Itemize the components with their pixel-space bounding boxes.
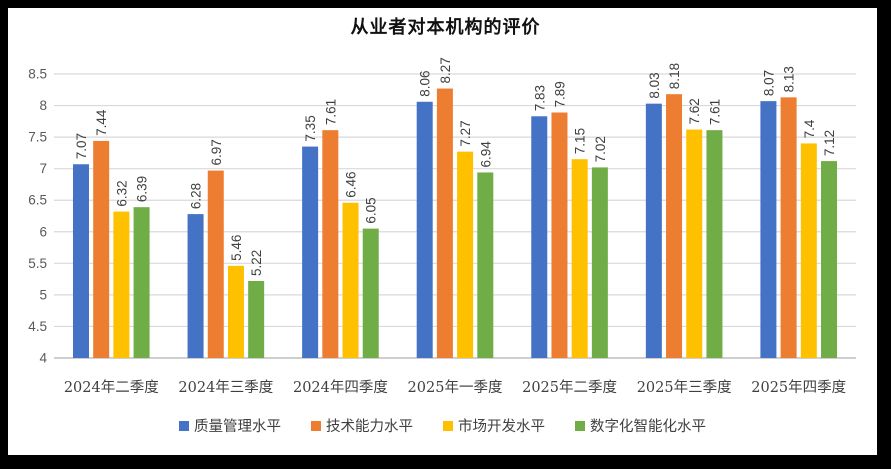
legend-item: 数字化智能化水平 [575,415,706,436]
bar-市场开发水平 [571,159,588,358]
bar-value-label: 6.46 [344,171,359,197]
bar-value-label: 6.97 [209,139,224,165]
bar-数字化智能化水平 [248,281,265,358]
bar-技术能力水平 [93,140,110,358]
bar-value-label: 7.02 [593,136,608,162]
bar-质量管理水平 [302,146,319,358]
legend-swatch-icon [311,420,321,431]
legend-label: 市场开发水平 [458,419,545,435]
bar-数字化智能化水平 [133,207,150,358]
bar-value-label: 7.62 [687,98,702,124]
bar-value-label: 7.12 [822,130,837,156]
bar-value-label: 8.06 [418,70,433,96]
bar-value-label: 6.05 [364,197,379,223]
legend-swatch-icon [179,420,189,431]
legend-swatch-icon [575,420,585,431]
bar-value-label: 7.83 [532,85,547,111]
bar-技术能力水平 [551,112,568,359]
legend-item: 技术能力水平 [311,415,413,436]
bar-value-label: 7.44 [94,109,109,136]
bar-技术能力水平 [666,94,683,358]
bar-value-label: 7.61 [323,99,338,125]
legend-item: 市场开发水平 [443,415,545,436]
bar-value-label: 7.35 [303,115,318,141]
chart-title: 从业者对本机构的评价 [350,17,541,38]
bar-value-label: 8.18 [667,63,682,89]
y-tick-label: 8.5 [28,67,47,82]
bar-value-label: 6.32 [114,180,129,206]
bar-市场开发水平 [457,151,474,358]
bar-value-label: 7.07 [74,133,89,159]
bar-技术能力水平 [780,97,797,359]
bar-数字化智能化水平 [821,161,838,358]
bar-市场开发水平 [227,265,244,358]
bar-value-label: 6.28 [189,183,204,209]
y-tick-label: 8 [39,98,47,113]
legend-item: 质量管理水平 [179,415,281,436]
bar-质量管理水平 [187,214,204,358]
y-tick-label: 7.5 [28,130,47,145]
bar-市场开发水平 [113,211,130,358]
bar-value-label: 7.4 [802,119,817,138]
bar-技术能力水平 [436,88,453,358]
bar-value-label: 6.94 [478,141,493,168]
bar-value-label: 8.27 [438,57,453,83]
bar-数字化智能化水平 [477,172,494,358]
legend-label: 数字化智能化水平 [590,419,706,435]
bar-质量管理水平 [531,116,548,358]
bar-市场开发水平 [342,202,359,358]
legend-label: 质量管理水平 [194,419,281,435]
bar-value-label: 8.13 [782,66,797,92]
bar-value-label: 7.61 [707,99,722,125]
y-tick-label: 7 [39,161,47,176]
y-tick-label: 4 [39,351,47,366]
bar-技术能力水平 [207,170,224,358]
legend-swatch-icon [443,420,453,431]
y-tick-label: 6.5 [28,193,47,208]
bar-value-label: 8.03 [647,72,662,98]
bar-市场开发水平 [800,143,817,358]
bar-质量管理水平 [72,164,89,358]
bar-质量管理水平 [645,103,662,358]
bar-value-label: 7.27 [458,120,473,146]
y-tick-label: 5 [39,287,47,302]
bar-质量管理水平 [416,101,433,358]
bar-value-label: 8.07 [761,70,776,96]
y-tick-label: 5.5 [28,256,47,271]
legend-label: 技术能力水平 [326,419,413,435]
bar-value-label: 5.22 [249,250,264,276]
bar-数字化智能化水平 [591,167,608,358]
bar-技术能力水平 [322,130,339,358]
bar-value-label: 7.15 [573,128,588,154]
y-tick-label: 4.5 [28,319,47,334]
bar-数字化智能化水平 [362,228,379,358]
chart-legend: 质量管理水平 技术能力水平 市场开发水平 数字化智能化水平 [8,415,877,436]
bar-value-label: 7.89 [552,81,567,107]
bar-value-label: 5.46 [229,235,244,261]
bar-数字化智能化水平 [706,130,723,358]
bar-质量管理水平 [760,101,777,358]
bar-市场开发水平 [686,129,703,358]
bar-value-label: 6.39 [135,176,150,202]
y-tick-label: 6 [39,224,47,239]
